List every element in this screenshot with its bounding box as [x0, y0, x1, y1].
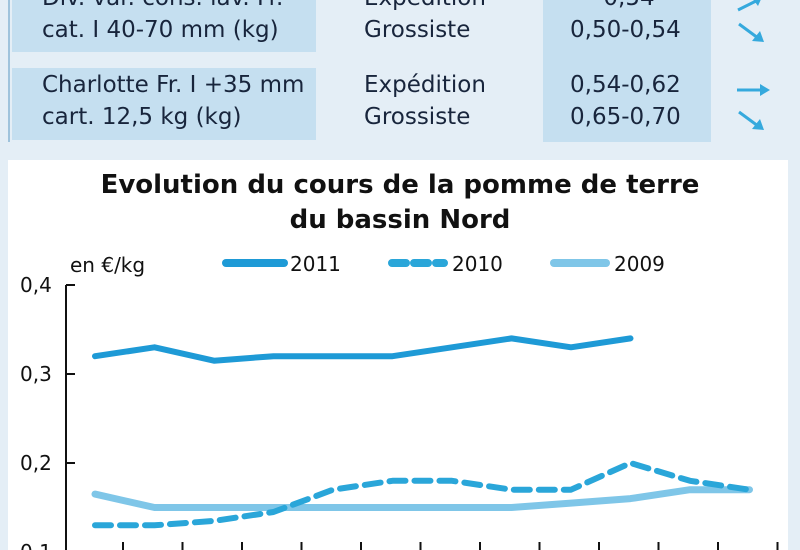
row2-product-line2: cart. 12,5 kg (kg) — [42, 104, 242, 130]
price-column — [543, 0, 711, 142]
y-tick-label: 0,4 — [20, 273, 52, 297]
table-row-1-product-cell — [12, 0, 316, 52]
row2-market-line1: Expédition — [364, 72, 486, 98]
legend-label-2010: 2010 — [452, 252, 503, 276]
trend-down-icon — [738, 22, 764, 42]
chart-title-line2: du bassin Nord — [289, 205, 511, 235]
y-axis-label: en €/kg — [70, 253, 145, 277]
row1-price-line1: 0,54 — [570, 0, 688, 13]
row2-market-line2: Grossiste — [364, 104, 471, 130]
trend-up-icon — [737, 0, 761, 12]
x-ticks — [122, 542, 779, 550]
y-ticks: 0,4 0,3 0,2 0,1 — [20, 273, 75, 550]
row1-market-line1: Expédition — [364, 0, 486, 13]
table-frame — [8, 0, 10, 142]
y-tick-label: 0,1 — [20, 540, 52, 550]
row1-product-line2: cat. I 40-70 mm (kg) — [42, 17, 279, 43]
row1-price-line2: 0,50-0,54 — [570, 17, 681, 43]
row2-price-line2: 0,65-0,70 — [570, 104, 681, 130]
legend-label-2011: 2011 — [290, 252, 341, 276]
series-line-2010 — [92, 460, 753, 529]
row2-price-line1: 0,54-0,62 — [570, 72, 681, 98]
row1-product-line1: Div. var. cons. lav. Fr. — [42, 0, 283, 13]
series-line-2009 — [91, 486, 753, 511]
legend-label-2009: 2009 — [614, 252, 665, 276]
trend-down-icon — [738, 110, 764, 130]
y-tick-label: 0,3 — [20, 362, 52, 386]
price-table: Div. var. cons. lav. Fr. cat. I 40-70 mm… — [0, 0, 800, 142]
table-row-2-product-cell — [12, 68, 316, 140]
trend-stable-icon — [737, 84, 770, 96]
series-lines — [91, 335, 753, 529]
y-tick-label: 0,2 — [20, 451, 52, 475]
chart-title-line1: Evolution du cours de la pomme de terre — [100, 170, 700, 200]
row2-product-line1: Charlotte Fr. I +35 mm — [42, 72, 305, 98]
row1-market-line2: Grossiste — [364, 17, 471, 43]
series-line-2011 — [92, 335, 634, 364]
